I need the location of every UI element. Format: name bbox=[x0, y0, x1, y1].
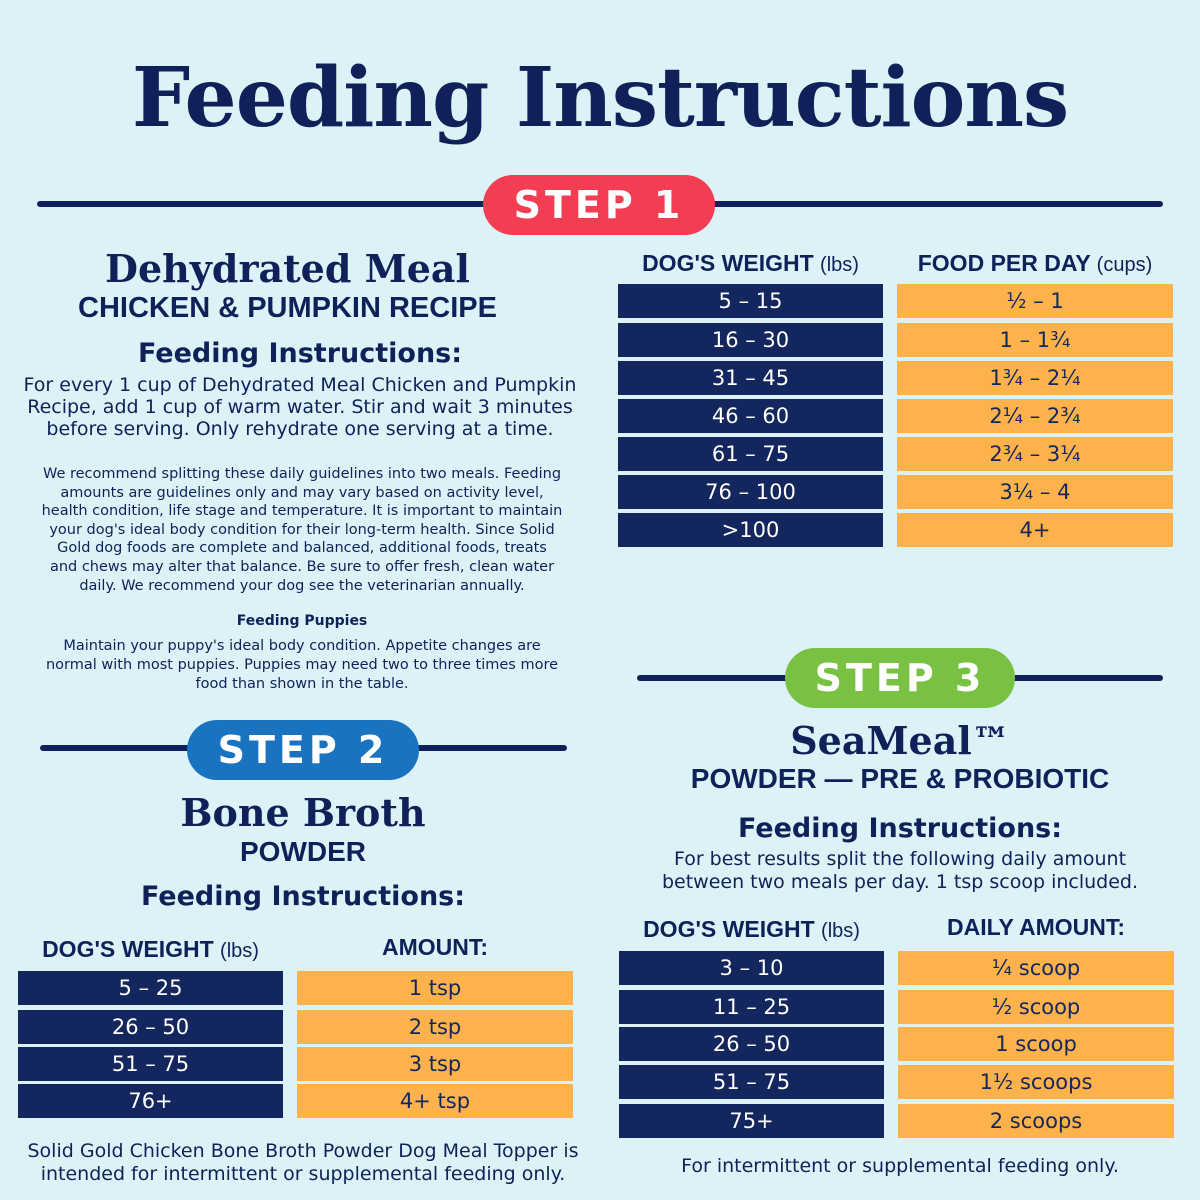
step2-feeding-heading: Feeding Instructions: bbox=[140, 881, 466, 912]
step1-feeding-heading: Feeding Instructions: bbox=[137, 338, 463, 369]
step1-recommendation-line: health condition, life stage and tempera… bbox=[41, 503, 563, 520]
step1-amount-cell: 1¾ – 2¼ bbox=[897, 361, 1173, 395]
step3-weight-cell: 26 – 50 bbox=[619, 1027, 884, 1061]
step3-feeding-heading: Feeding Instructions: bbox=[737, 813, 1063, 844]
step2-amount-cell: 2 tsp bbox=[297, 1010, 573, 1044]
step2-weight-header-unit: (lbs) bbox=[220, 940, 259, 962]
step1-weight-header-label: DOG'S WEIGHT bbox=[642, 250, 814, 276]
step1-recommendation-line: amounts are guidelines only and may vary… bbox=[60, 484, 544, 501]
step1-recommendation-line: daily. We recommend your dog see the vet… bbox=[79, 577, 525, 594]
step3-instructions-line: For best results split the following dai… bbox=[673, 848, 1127, 870]
step1-food-column-header: FOOD PER DAY (cups) bbox=[897, 250, 1173, 277]
step1-amount-cell: 2¾ – 3¼ bbox=[897, 437, 1173, 471]
step2-footer-line: Solid Gold Chicken Bone Broth Powder Dog… bbox=[27, 1140, 579, 1162]
step1-puppies-line: normal with most puppies. Puppies may ne… bbox=[45, 657, 559, 673]
step2-weight-cell: 51 – 75 bbox=[18, 1047, 283, 1081]
step1-puppies-line: food than shown in the table. bbox=[195, 676, 409, 692]
step3-weight-header-label: DOG'S WEIGHT bbox=[643, 916, 815, 942]
step1-recommendation-line: your dog's ideal body condition for thei… bbox=[49, 521, 555, 538]
step1-recommendation: We recommend splitting these daily guide… bbox=[0, 465, 604, 595]
step3-instructions: For best results split the following dai… bbox=[600, 848, 1200, 894]
step2-amount-cell: 4+ tsp bbox=[297, 1084, 573, 1118]
step1-weight-cell: >100 bbox=[618, 513, 883, 547]
step3-amount-column-header: DAILY AMOUNT: bbox=[898, 914, 1174, 941]
step1-weight-column-header: DOG'S WEIGHT (lbs) bbox=[618, 250, 883, 277]
step1-instructions: For every 1 cup of Dehydrated Meal Chick… bbox=[0, 374, 600, 440]
step2-weight-cell: 76+ bbox=[18, 1084, 283, 1118]
step3-weight-cell: 3 – 10 bbox=[619, 951, 884, 985]
step1-amount-cell: 1 – 1¾ bbox=[897, 323, 1173, 357]
step1-instructions-line: Recipe, add 1 cup of warm water. Stir an… bbox=[27, 396, 573, 418]
step2-weight-header-label: DOG'S WEIGHT bbox=[42, 936, 214, 962]
step2-footer-note: Solid Gold Chicken Bone Broth Powder Dog… bbox=[0, 1140, 606, 1186]
page-title: Feeding Instructions bbox=[131, 50, 1069, 146]
step3-instructions-line: between two meals per day. 1 tsp scoop i… bbox=[661, 871, 1139, 893]
step2-amount-header-label: AMOUNT: bbox=[381, 934, 489, 960]
step2-weight-cell: 5 – 25 bbox=[18, 971, 283, 1005]
step1-badge: STEP 1 bbox=[483, 175, 715, 235]
step1-weight-cell: 16 – 30 bbox=[618, 323, 883, 357]
step1-weight-cell: 76 – 100 bbox=[618, 475, 883, 509]
step1-weight-cell: 61 – 75 bbox=[618, 437, 883, 471]
step1-puppies-text: Maintain your puppy's ideal body conditi… bbox=[0, 637, 604, 694]
step2-amount-cell: 3 tsp bbox=[297, 1047, 573, 1081]
step3-footer-note: For intermittent or supplemental feeding… bbox=[681, 1155, 1119, 1177]
step3-weight-cell: 51 – 75 bbox=[619, 1065, 884, 1099]
step1-instructions-line: before serving. Only rehydrate one servi… bbox=[46, 418, 554, 440]
step3-badge: STEP 3 bbox=[785, 648, 1015, 708]
step1-recommendation-line: We recommend splitting these daily guide… bbox=[42, 466, 562, 482]
step2-product-title: Bone Broth bbox=[180, 790, 426, 835]
step2-weight-column-header: DOG'S WEIGHT (lbs) bbox=[18, 936, 283, 963]
step1-recommendation-line: Gold dog foods are complete and balanced… bbox=[57, 540, 547, 557]
step3-amount-cell: 1½ scoops bbox=[898, 1065, 1174, 1099]
step1-weight-cell: 5 – 15 bbox=[618, 284, 883, 318]
step3-product-title: SeaMeal™ bbox=[790, 718, 1010, 763]
step3-weight-cell: 75+ bbox=[619, 1104, 884, 1138]
step3-subtitle: POWDER — PRE & PROBIOTIC bbox=[690, 763, 1110, 794]
step3-amount-cell: ½ scoop bbox=[898, 990, 1174, 1024]
step1-instructions-line: For every 1 cup of Dehydrated Meal Chick… bbox=[23, 374, 577, 396]
step3-weight-cell: 11 – 25 bbox=[619, 990, 884, 1024]
step1-weight-cell: 46 – 60 bbox=[618, 399, 883, 433]
step2-footer-line: intended for intermittent or supplementa… bbox=[40, 1163, 566, 1185]
step3-amount-cell: 2 scoops bbox=[898, 1104, 1174, 1138]
step1-puppies-heading: Feeding Puppies bbox=[236, 613, 368, 629]
step1-amount-cell: 2¼ – 2¾ bbox=[897, 399, 1173, 433]
step3-weight-header-unit: (lbs) bbox=[821, 920, 860, 942]
step1-puppies-line: Maintain your puppy's ideal body conditi… bbox=[63, 638, 541, 654]
step3-amount-cell: ¼ scoop bbox=[898, 951, 1174, 985]
step1-product-title: Dehydrated Meal bbox=[105, 246, 470, 291]
step2-badge: STEP 2 bbox=[187, 720, 419, 780]
step1-amount-cell: ½ – 1 bbox=[897, 284, 1173, 318]
step3-amount-cell: 1 scoop bbox=[898, 1027, 1174, 1061]
step2-subtitle: POWDER bbox=[240, 836, 366, 867]
step2-amount-cell: 1 tsp bbox=[297, 971, 573, 1005]
step1-weight-cell: 31 – 45 bbox=[618, 361, 883, 395]
step1-amount-cell: 4+ bbox=[897, 513, 1173, 547]
step1-recommendation-line: and chews may alter that balance. Be sur… bbox=[49, 558, 555, 575]
step3-weight-column-header: DOG'S WEIGHT (lbs) bbox=[619, 916, 884, 943]
step3-amount-header-label: DAILY AMOUNT: bbox=[946, 914, 1126, 940]
step1-food-header-unit: (cups) bbox=[1096, 254, 1153, 276]
step1-food-header-label: FOOD PER DAY bbox=[917, 250, 1091, 276]
step1-amount-cell: 3¼ – 4 bbox=[897, 475, 1173, 509]
step1-weight-header-unit: (lbs) bbox=[820, 254, 859, 276]
step2-weight-cell: 26 – 50 bbox=[18, 1010, 283, 1044]
step2-amount-column-header: AMOUNT: bbox=[297, 934, 573, 961]
step1-recipe-name: CHICKEN & PUMPKIN RECIPE bbox=[78, 292, 497, 324]
